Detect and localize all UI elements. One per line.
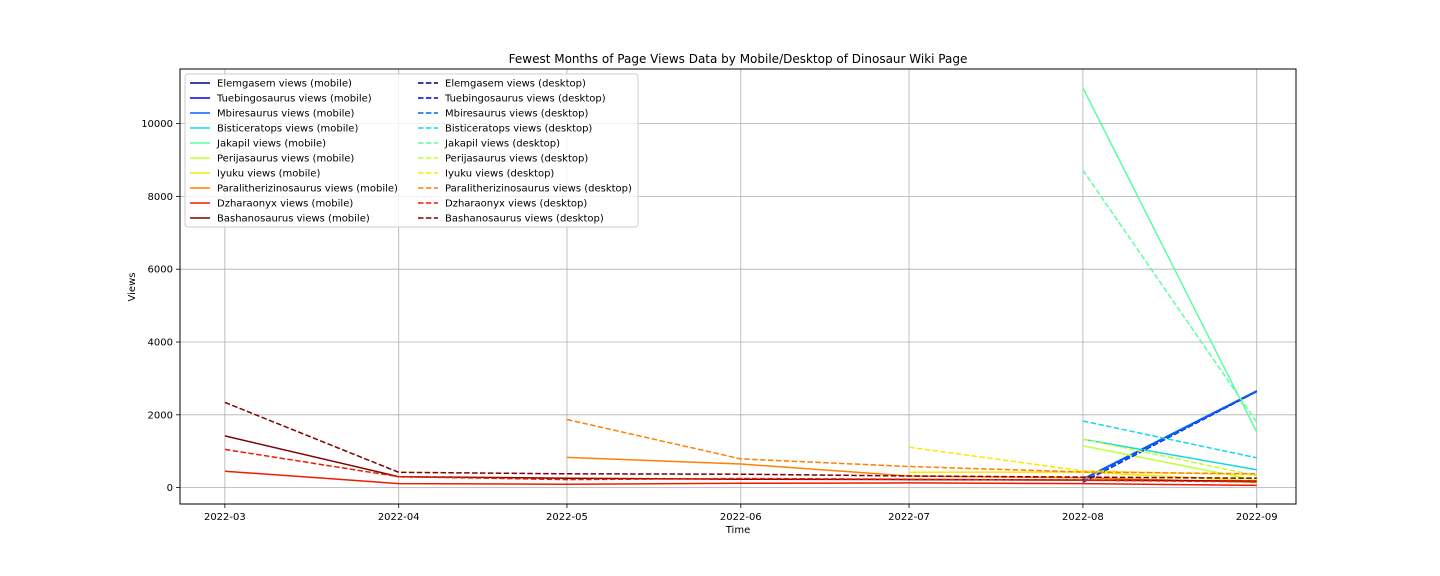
series-line-6 [908,471,1257,482]
series-lines [224,87,1258,487]
x-tick-label: 2022-07 [888,512,930,523]
series-line-4 [1082,87,1258,433]
legend-label: Dzharaonyx views (desktop) [445,199,587,210]
x-tick-label: 2022-08 [1062,512,1104,523]
series-line-15 [1082,438,1257,477]
x-axis-label: Time [725,525,750,536]
series-line-19 [224,401,1257,479]
series-line-12 [1082,390,1258,483]
legend-label: Dzharaonyx views (mobile) [217,199,353,210]
legend-label: Mbiresaurus views (desktop) [445,109,589,120]
series-line-16 [908,446,1257,476]
legend-label: Perijasaurus views (mobile) [217,154,354,165]
legend-label: Tuebingosaurus views (mobile) [216,94,372,105]
series-line-18 [224,448,1257,483]
legend-box [184,73,639,228]
legend-label: Bashanosaurus views (mobile) [217,214,370,225]
y-tick-label: 8000 [148,192,173,203]
legend-label: Elemgasem views (desktop) [445,79,586,90]
y-tick-label: 6000 [148,265,173,276]
series-line-13 [1082,420,1257,459]
y-axis-label: Views [127,273,138,302]
x-tick-label: 2022-04 [378,512,420,523]
legend: Elemgasem views (mobile) Tuebingosaurus v… [184,73,639,228]
series-line-14 [1082,169,1258,423]
x-tick-label: 2022-05 [546,512,588,523]
legend-label: Bisticeratops views (mobile) [217,124,358,135]
x-axis-ticks: 2022-03 2022-04 2022-05 2022-06 2022-07 2022-… [204,504,1278,523]
y-tick-label: 4000 [148,338,173,349]
legend-label: Elemgasem views (mobile) [217,79,352,90]
series-line-17 [566,418,1257,475]
legend-label: Jakapil views (desktop) [444,139,560,150]
x-tick-label: 2022-06 [720,512,762,523]
y-tick-label: 10000 [141,119,173,130]
legend-label: Tuebingosaurus views (desktop) [444,94,606,105]
plot-frame [179,68,1297,505]
legend-label: Mbiresaurus views (mobile) [217,109,355,120]
y-tick-label: 0 [167,483,173,494]
legend-label: Paralitherizinosaurus views (desktop) [445,184,632,195]
y-axis-ticks: 0 2000 4000 6000 8000 10000 [141,119,180,494]
legend-label: Bisticeratops views (desktop) [445,124,592,135]
legend-label: Perijasaurus views (desktop) [445,154,588,165]
legend-label: Bashanosaurus views (desktop) [445,214,604,225]
chart-title: Fewest Months of Page Views Data by Mobi… [509,52,968,66]
series-line-8 [224,470,1257,487]
series-line-5 [1082,445,1257,482]
legend-label: Paralitherizinosaurus views (mobile) [217,184,398,195]
x-tick-label: 2022-09 [1236,512,1278,523]
y-tick-label: 2000 [148,410,173,421]
legend-label: Jakapil views (mobile) [216,139,326,150]
x-tick-label: 2022-03 [204,512,246,523]
series-line-3 [1082,438,1257,471]
legend-label: Iyuku views (desktop) [445,169,554,180]
series-line-2 [1082,390,1258,480]
legend-label: Iyuku views (mobile) [217,169,320,180]
